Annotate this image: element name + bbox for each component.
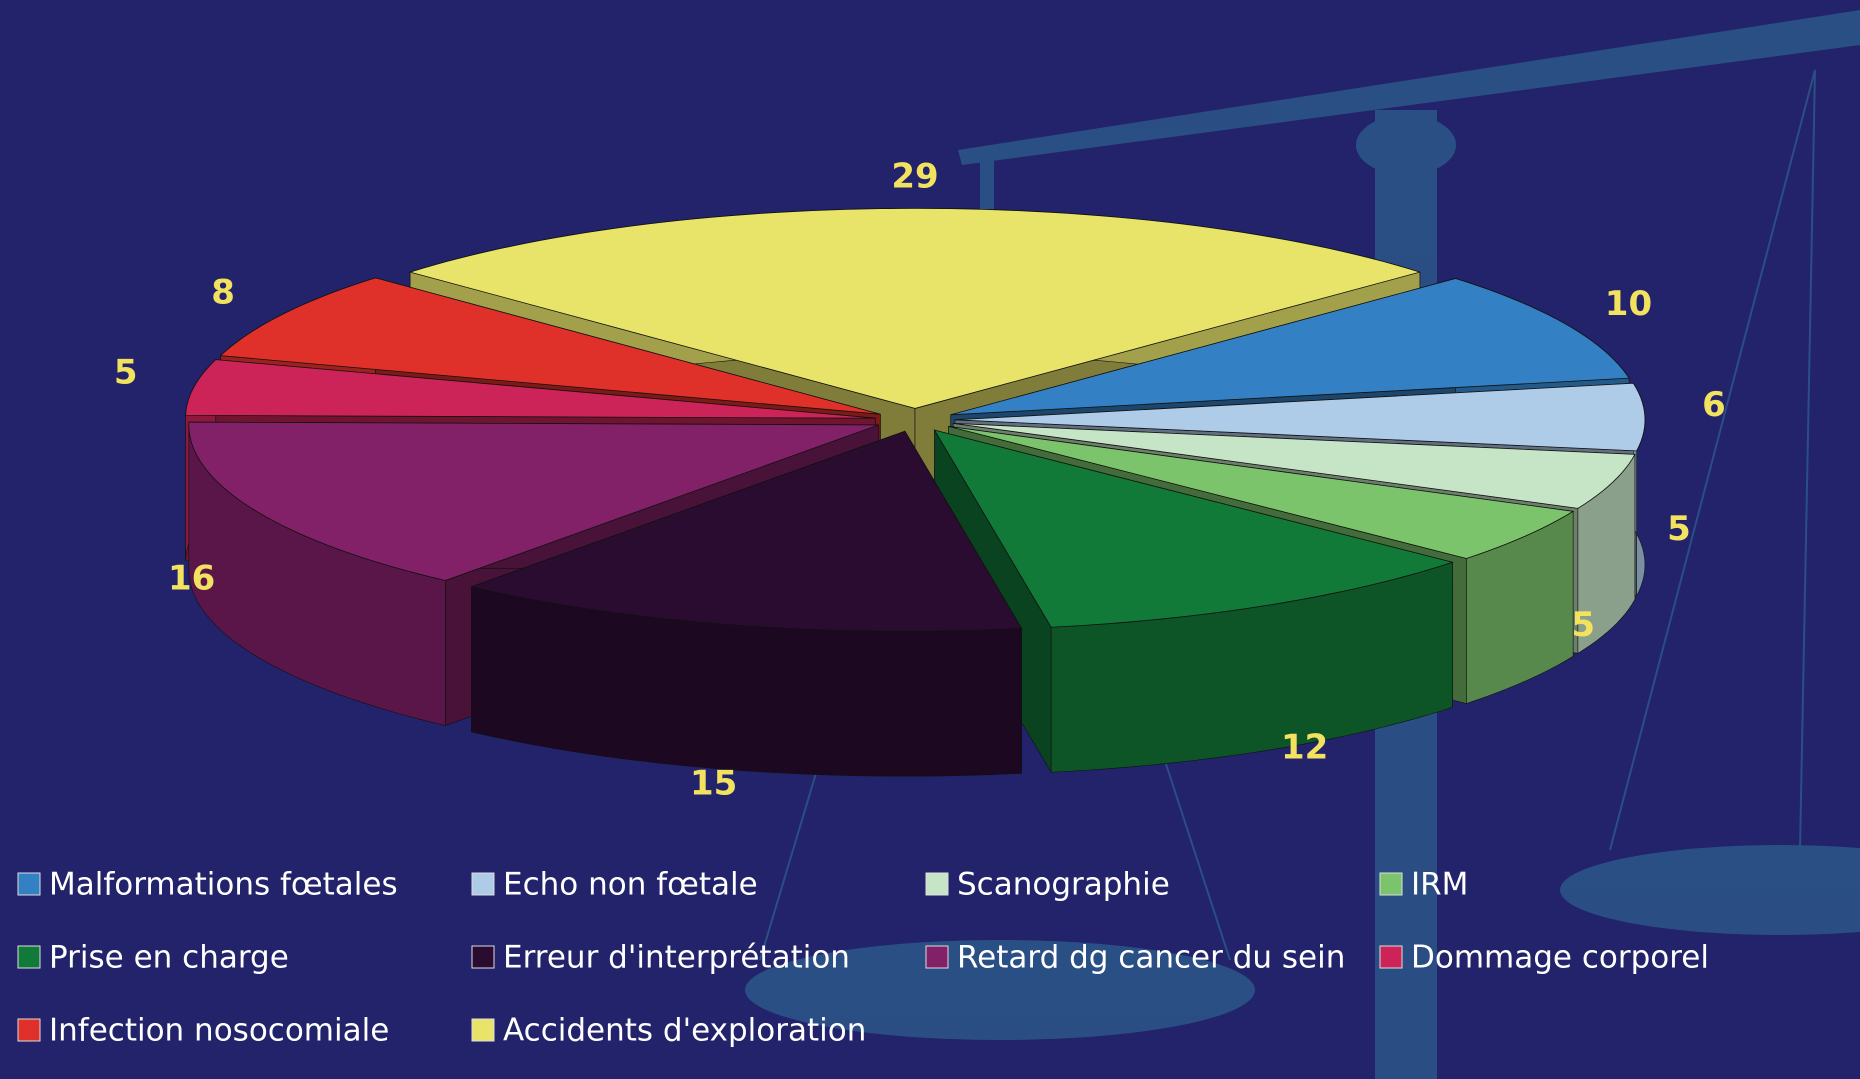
legend-swatch: [18, 946, 40, 968]
legend-label: Infection nosocomiale: [49, 1013, 389, 1049]
legend-swatch: [926, 946, 948, 968]
data-label: 29: [891, 157, 938, 197]
chart: 29 8 10 5 6 5 16 5 12 15 Malformations fœtales Ech…: [0, 0, 1860, 1079]
legend-label: Prise en charge: [49, 940, 289, 976]
legend-label: Malformations fœtales: [49, 867, 398, 903]
legend-label: Dommage corporel: [1411, 940, 1709, 976]
legend-label: Scanographie: [957, 867, 1170, 903]
legend-swatch: [18, 1019, 40, 1041]
legend-label: Erreur d'interprétation: [503, 940, 850, 976]
legend-swatch: [18, 873, 40, 895]
legend-swatch: [472, 1019, 494, 1041]
data-label: 16: [168, 559, 215, 599]
legend-swatch: [472, 873, 494, 895]
data-label: 5: [114, 353, 138, 393]
data-label: 15: [690, 763, 737, 803]
data-label: 5: [1667, 509, 1691, 549]
legend-label: IRM: [1411, 867, 1468, 903]
page: 29 8 10 5 6 5 16 5 12 15 Malformations fœtales Ech…: [0, 0, 1860, 1079]
legend-swatch: [926, 873, 948, 895]
data-label: 10: [1605, 284, 1652, 324]
legend-swatch: [1380, 873, 1402, 895]
data-label: 12: [1281, 728, 1328, 768]
legend-label: Accidents d'exploration: [503, 1013, 866, 1049]
legend-label: Echo non fœtale: [503, 867, 758, 903]
legend-label: Retard dg cancer du sein: [957, 940, 1345, 976]
legend-swatch: [472, 946, 494, 968]
data-label: 8: [211, 273, 235, 313]
legend-swatch: [1380, 946, 1402, 968]
data-label: 5: [1571, 605, 1595, 645]
data-label: 6: [1702, 385, 1726, 425]
